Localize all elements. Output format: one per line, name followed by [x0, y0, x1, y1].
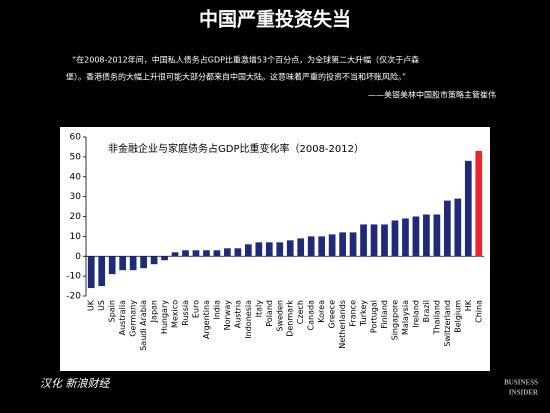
bar	[339, 232, 346, 257]
credit: 汉化 新浪财经	[40, 377, 110, 390]
x-tick-label: Netherlands	[338, 300, 347, 349]
bar	[140, 256, 147, 269]
x-tick-label: UK	[87, 299, 96, 311]
y-tick-label: 40	[70, 172, 82, 182]
x-tick-label: Hungary	[160, 300, 169, 334]
x-tick-label: France	[349, 300, 358, 327]
bar	[443, 200, 451, 257]
bar	[381, 224, 388, 257]
x-tick-label: Spain	[108, 300, 117, 322]
bar	[244, 244, 252, 257]
x-tick-label: Italy	[254, 300, 263, 318]
x-tick-label: Euro	[191, 300, 200, 318]
chart-title: 非金融企业与家庭债务占GDP比重变化率（2008-2012）	[108, 142, 364, 155]
logo: INSIDER	[509, 389, 539, 397]
x-tick-label: Brazil	[422, 300, 431, 322]
bar	[297, 238, 305, 257]
x-tick-label: Argentina	[202, 300, 211, 339]
x-tick-label: Thailand	[432, 300, 441, 335]
x-tick-label: Korea	[317, 300, 326, 323]
bar	[433, 214, 441, 257]
x-tick-label: Sweden	[275, 300, 284, 332]
slide-title: 中国严重投资失当	[199, 8, 351, 31]
x-tick-label: India	[212, 300, 221, 320]
bar	[203, 250, 210, 257]
y-tick-label: 60	[70, 133, 82, 143]
bar	[402, 218, 409, 257]
bar	[349, 232, 357, 257]
y-tick-label: 10	[70, 232, 82, 242]
y-tick-label: 20	[70, 212, 82, 222]
y-tick-label: 0	[75, 252, 81, 262]
x-tick-label: Turkey	[359, 300, 368, 327]
x-tick-label: Norway	[223, 300, 232, 331]
bar	[360, 224, 367, 257]
bar	[108, 256, 116, 275]
bar	[454, 198, 462, 257]
bar	[213, 250, 221, 257]
bar	[318, 236, 326, 257]
y-tick-label: -20	[66, 292, 81, 302]
bar	[119, 256, 127, 271]
bar	[391, 220, 399, 257]
bar	[412, 216, 420, 257]
bar	[98, 256, 106, 287]
x-tick-label: Portugal	[370, 300, 379, 333]
x-tick-label: Germany	[129, 300, 138, 337]
x-tick-label: Finland	[380, 300, 389, 329]
x-tick-label: Switzerland	[443, 300, 452, 347]
bar	[307, 236, 315, 257]
x-tick-label: Czech	[296, 300, 305, 324]
bar	[423, 214, 430, 257]
bar	[255, 242, 263, 257]
x-tick-label: Singapore	[390, 300, 399, 340]
y-tick-label: -10	[66, 272, 81, 282]
bar	[171, 252, 179, 257]
bar	[464, 160, 472, 257]
x-tick-label: Russia	[181, 300, 190, 326]
x-tick-label: Australia	[118, 300, 127, 335]
bar	[129, 256, 137, 271]
x-tick-label: Austria	[233, 300, 242, 328]
bar	[286, 240, 294, 257]
x-tick-label: US	[97, 300, 106, 311]
quote-line: 堡）。香港债务的大幅上升很可能大部分都来自中国大陆。这意味着严重的投资不当和坏账…	[66, 72, 406, 82]
bar	[192, 250, 200, 257]
x-tick-label: HK	[464, 299, 473, 311]
x-tick-label: Indonesia	[244, 300, 253, 339]
x-tick-label: Mexico	[171, 300, 180, 328]
x-tick-label: Malaysia	[401, 300, 410, 335]
bar	[276, 242, 284, 257]
y-tick-label: 30	[70, 192, 82, 202]
x-tick-label: Belgium	[453, 300, 462, 333]
bar	[370, 224, 378, 257]
x-tick-label: Denmark	[286, 300, 295, 337]
x-tick-label: Canada	[307, 300, 316, 331]
x-tick-label: Poland	[265, 300, 274, 327]
bar	[224, 248, 231, 257]
quote-line: “在2008-2012年间，中国私人债务占GDP比重激增53个百分点，为全球第二…	[72, 55, 419, 65]
bar	[234, 248, 242, 257]
logo: BUSINESS	[504, 379, 538, 387]
bar	[182, 250, 189, 257]
bar	[475, 150, 483, 257]
x-tick-label: China	[474, 300, 483, 323]
x-tick-label: Japan	[150, 300, 159, 323]
bar	[161, 256, 168, 261]
attribution: ——美银美林中国股市策略主管崔伟	[368, 90, 496, 100]
y-tick-label: 50	[70, 152, 82, 162]
bar	[265, 242, 273, 257]
x-tick-label: Ireland	[411, 300, 420, 328]
bar	[150, 256, 158, 265]
bar	[328, 234, 336, 257]
x-tick-label: Saudi Arabia	[139, 300, 148, 351]
x-tick-label: Greece	[328, 300, 337, 329]
bar	[87, 256, 95, 289]
